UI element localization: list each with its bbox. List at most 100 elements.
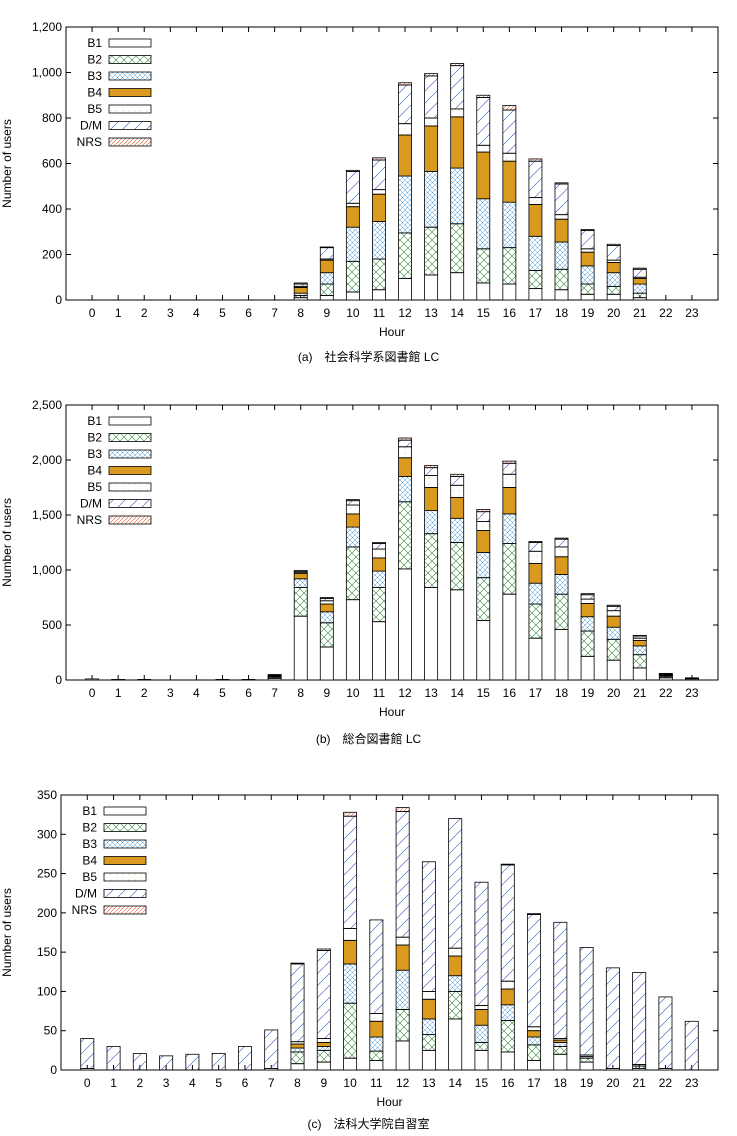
bar-segment-d-m-hour-18 <box>553 921 568 1039</box>
bar-segment-b4-hour-20 <box>606 262 621 274</box>
bar-segment-b4-hour-12 <box>398 134 412 177</box>
bar-segment-d-m-hour-19 <box>580 594 595 600</box>
x-tick-label: 1 <box>115 686 122 700</box>
bar-segment-b2-hour-19 <box>580 630 595 657</box>
x-tick-label: 9 <box>323 686 330 700</box>
bar-segment-d-m-hour-10 <box>343 815 358 929</box>
x-tick-label: 2 <box>141 686 148 700</box>
bar-segment-b3-hour-12 <box>395 969 410 1010</box>
chart-panel-a: 0 200 400 600 800 1,000 1,200 Number of users 0 1… <box>0 0 737 375</box>
legend-label-b4: B4 <box>87 464 102 478</box>
bar-segment-d-m-hour-12 <box>398 439 412 448</box>
bar-segment-nrs-hour-16 <box>500 863 515 866</box>
bar-segment-b4-hour-11 <box>372 193 386 222</box>
bar-segment-b2-hour-20 <box>606 285 621 295</box>
bar-segment-d-m-hour-7 <box>264 1029 279 1069</box>
bar-segment-b3-hour-12 <box>398 175 412 234</box>
bar-segment-b2-hour-21 <box>632 654 647 669</box>
bar-segment-b5-hour-10 <box>345 504 360 515</box>
legend-swatch-b4 <box>108 466 152 475</box>
bar-segment-b1-hour-13 <box>424 587 439 681</box>
legend-swatch-nrs <box>103 905 147 915</box>
bar-segment-b4-hour-18 <box>554 556 569 575</box>
legend-swatch-b1 <box>103 806 147 816</box>
y-tick-label: 800 <box>42 111 62 125</box>
bar-segment-b3-hour-10 <box>345 526 360 548</box>
bar-segment-d-m-hour-23 <box>684 1020 699 1071</box>
y-tick-label: 500 <box>42 618 62 632</box>
y-tick-label: 300 <box>37 827 57 841</box>
legend-swatch-d-m <box>103 889 147 898</box>
bar-segment-b5-hour-20 <box>606 610 621 617</box>
bar-segment-b2-hour-13 <box>424 533 439 588</box>
bar-segment-b2-hour-19 <box>580 283 595 295</box>
x-tick-label: 6 <box>245 306 252 320</box>
x-tick-label: 16 <box>501 1076 515 1090</box>
x-tick-label: 20 <box>606 1076 620 1090</box>
bar-segment-b4-hour-11 <box>372 557 386 572</box>
bar-segment-b4-hour-19 <box>580 251 595 267</box>
bar-segment-b4-hour-11 <box>369 1020 384 1038</box>
legend-label-b3: B3 <box>87 69 102 83</box>
bar-segment-b3-hour-8 <box>293 578 308 589</box>
bar-segment-b3-hour-8 <box>290 1047 305 1053</box>
legend-swatch-b1 <box>108 416 152 426</box>
bar-segment-d-m-hour-10 <box>345 171 360 204</box>
bar-segment-b2-hour-15 <box>474 1042 489 1051</box>
bar-segment-b2-hour-16 <box>502 543 517 595</box>
bar-segment-d-m-hour-15 <box>476 511 491 522</box>
bar-segment-b4-hour-16 <box>500 988 515 1006</box>
bar-segment-d-m-hour-10 <box>345 500 360 506</box>
y-tick-label: 0 <box>55 293 62 307</box>
bar-segment-nrs-hour-12 <box>395 807 410 812</box>
bar-segment-d-m-hour-12 <box>398 84 412 125</box>
x-tick-label: 20 <box>607 686 621 700</box>
y-tick-label: 250 <box>37 867 57 881</box>
bar-segment-nrs-hour-11 <box>372 157 386 161</box>
bar-segment-b2-hour-16 <box>502 247 517 285</box>
x-tick-label: 9 <box>323 306 330 320</box>
legend-swatch-b4 <box>108 88 152 97</box>
x-tick-label: 8 <box>297 306 304 320</box>
bar-segment-b1-hour-15 <box>474 1049 489 1071</box>
y-tick-label: 1,000 <box>32 563 62 577</box>
legend-swatch-nrs <box>108 515 152 525</box>
chart-c-caption: (c) 法科大学院自習室 <box>307 1117 430 1131</box>
x-tick-label: 5 <box>215 1076 222 1090</box>
x-tick-label: 11 <box>370 1076 383 1090</box>
x-tick-label: 14 <box>451 686 465 700</box>
bar-segment-nrs-hour-11 <box>372 542 386 544</box>
bar-segment-b4-hour-8 <box>293 287 308 294</box>
bar-segment-d-m-hour-11 <box>369 919 384 1014</box>
x-tick-label: 22 <box>659 306 673 320</box>
bar-segment-b1-hour-10 <box>345 599 360 681</box>
bar-segment-d-m-hour-15 <box>474 881 489 1006</box>
x-tick-label: 18 <box>555 686 569 700</box>
bar-segment-nrs-hour-22 <box>658 672 673 675</box>
legend-label-b5: B5 <box>87 480 102 494</box>
bar-segment-b5-hour-17 <box>527 1026 542 1032</box>
bar-segment-b3-hour-12 <box>398 476 412 503</box>
bar-segment-b1-hour-6 <box>241 679 256 681</box>
x-tick-label: 0 <box>89 306 96 320</box>
bar-segment-b1-hour-17 <box>528 288 543 301</box>
bar-segment-b3-hour-13 <box>424 510 439 535</box>
bar-segment-d-m-hour-2 <box>132 1053 147 1071</box>
bar-segment-b4-hour-15 <box>474 1009 489 1026</box>
y-tick-label: 1,000 <box>32 66 62 80</box>
bar-segment-b1-hour-20 <box>606 659 621 681</box>
bar-segment-nrs-hour-12 <box>398 82 412 86</box>
x-tick-label: 19 <box>581 306 595 320</box>
legend-swatch-b5 <box>108 482 152 492</box>
bar-segment-b5-hour-15 <box>474 1005 489 1010</box>
bar-segment-b5-hour-9 <box>319 600 334 605</box>
bar-segment-b5-hour-17 <box>528 197 543 205</box>
bar-segment-nrs-hour-19 <box>580 593 595 596</box>
bar-segment-b4-hour-10 <box>345 513 360 528</box>
bar-segment-b1-hour-19 <box>580 293 595 301</box>
bar-segment-b4-hour-9 <box>319 603 334 613</box>
bar-segment-nrs-hour-10 <box>345 499 360 502</box>
chart-b-caption: (b) 総合図書館 LC <box>315 732 422 746</box>
bar-segment-nrs-hour-8 <box>293 282 308 285</box>
x-tick-label: 23 <box>685 686 699 700</box>
